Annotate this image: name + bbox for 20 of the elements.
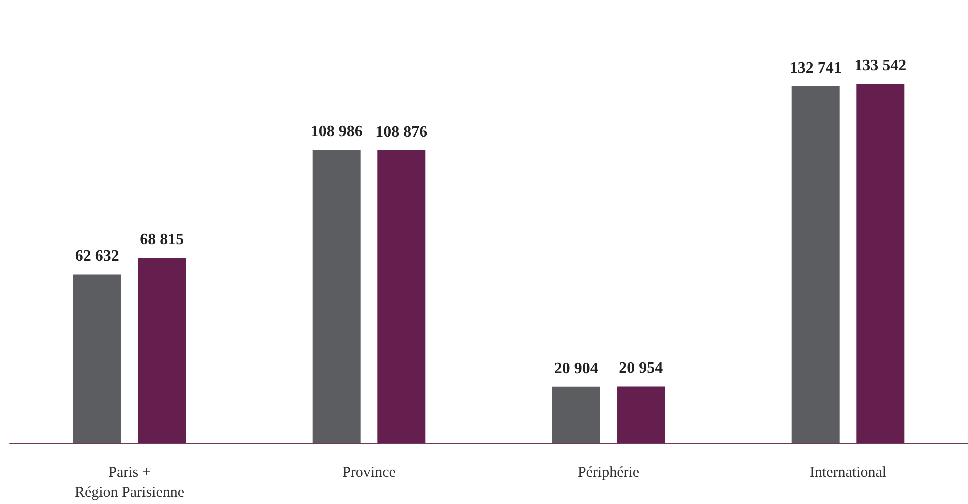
x-tick-label: Province [342,465,396,481]
bar [856,84,905,443]
x-tick-label: International [810,465,887,481]
bar [138,258,186,443]
bar [617,386,666,443]
data-label: 20 904 [554,360,598,378]
data-label: 20 954 [619,360,664,378]
bar [312,150,361,443]
data-label: 68 815 [140,232,184,249]
x-tick-label: Périphérie [578,465,640,481]
data-label: 132 741 [790,60,842,77]
bar [552,386,600,443]
data-label: 108 876 [376,124,428,141]
bar [73,274,122,443]
x-tick-label: Paris + Région Parisienne [74,465,185,501]
data-label: 62 632 [75,248,120,266]
bar [792,86,840,443]
bar [378,150,426,443]
data-label: 108 986 [310,124,363,141]
data-label: 133 542 [854,58,907,75]
